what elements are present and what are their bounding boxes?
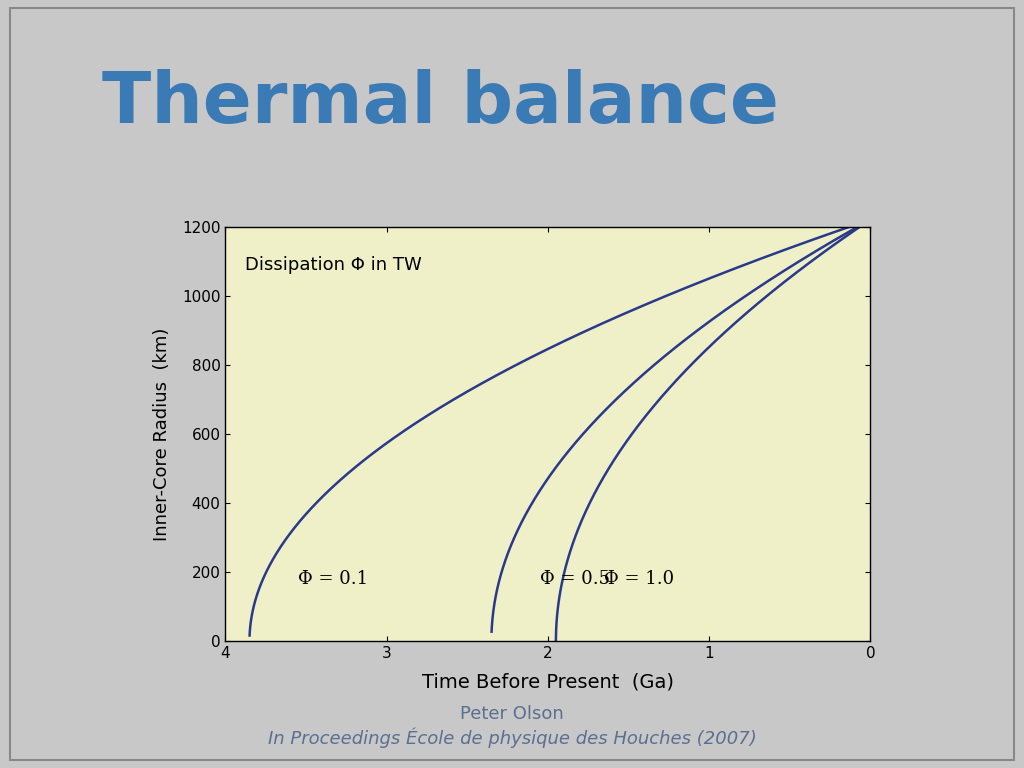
- Text: In Proceedings École de physique des Houches (2007): In Proceedings École de physique des Hou…: [267, 727, 757, 748]
- Text: Φ = 0.5: Φ = 0.5: [540, 570, 609, 588]
- Y-axis label: Inner-Core Radius  (km): Inner-Core Radius (km): [153, 327, 171, 541]
- Text: Peter Olson: Peter Olson: [460, 706, 564, 723]
- Text: Thermal balance: Thermal balance: [102, 69, 779, 138]
- Text: Φ = 1.0: Φ = 1.0: [604, 570, 675, 588]
- X-axis label: Time Before Present  (Ga): Time Before Present (Ga): [422, 672, 674, 691]
- Text: Dissipation Φ in TW: Dissipation Φ in TW: [245, 256, 422, 273]
- Text: Φ = 0.1: Φ = 0.1: [298, 570, 368, 588]
